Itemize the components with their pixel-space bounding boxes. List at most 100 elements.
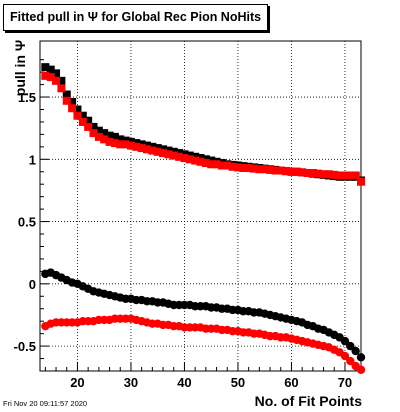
data-point-square — [217, 161, 226, 170]
x-tick-label: 70 — [338, 375, 352, 390]
data-point-square — [94, 126, 103, 135]
data-point-circle — [351, 346, 360, 356]
data-point-square — [57, 84, 66, 93]
data-point-square — [266, 165, 275, 174]
data-point-square — [308, 169, 317, 177]
x-tick-label: 50 — [231, 375, 245, 390]
data-point-square — [73, 105, 82, 114]
data-point-square — [52, 69, 61, 78]
data-point-square — [233, 163, 242, 172]
data-point-square — [335, 171, 344, 180]
data-point-square — [180, 154, 189, 163]
data-point-square — [260, 165, 269, 174]
data-point-square — [62, 90, 71, 99]
x-tick-label: 30 — [124, 375, 138, 390]
data-point-square — [89, 129, 98, 138]
x-tick-label: 40 — [177, 375, 191, 390]
data-point-square — [46, 65, 55, 74]
data-point-square — [84, 116, 93, 125]
data-point-square — [46, 73, 55, 82]
data-point-square — [148, 146, 157, 155]
data-point-square — [346, 171, 355, 180]
data-point-square — [68, 104, 77, 113]
x-tick-label: 20 — [70, 375, 84, 390]
data-point-square — [250, 164, 258, 173]
data-point-square — [276, 166, 285, 175]
data-point-square — [319, 170, 328, 179]
data-point-square — [153, 147, 162, 156]
timestamp: Fri Nov 20 09:11:57 2020 — [3, 399, 88, 408]
data-point-square — [169, 151, 178, 160]
data-point-square — [255, 165, 264, 174]
data-point-square — [324, 170, 333, 179]
data-point-square — [303, 169, 312, 177]
data-point-square — [62, 96, 71, 105]
data-point-square — [110, 139, 119, 148]
data-point-square — [116, 140, 125, 149]
data-point-square — [41, 63, 50, 72]
data-point-square — [121, 140, 130, 149]
axis-ticks — [40, 59, 357, 372]
y-tick-label: 0.5 — [18, 215, 36, 230]
tick-labels: 20 30 40 50 60 70 -0.5 0 0.5 1 1.5 — [14, 90, 353, 390]
data-point-square — [298, 168, 307, 177]
plot-frame — [39, 40, 362, 372]
data-point-square — [212, 160, 221, 169]
data-point-square — [228, 162, 237, 171]
data-point-square — [100, 135, 109, 144]
data-point-square — [340, 171, 349, 180]
data-point-square — [201, 159, 210, 168]
data-point-circle — [356, 353, 366, 362]
data-point-circle — [346, 341, 355, 351]
data-marks — [41, 63, 366, 374]
data-point-square — [159, 149, 168, 158]
data-point-square — [357, 177, 365, 186]
data-point-square — [239, 164, 248, 173]
data-point-circle — [340, 351, 350, 361]
y-tick-label: 1.5 — [18, 90, 36, 105]
data-point-square — [41, 71, 50, 80]
data-point-square — [84, 122, 93, 131]
data-point-square — [292, 167, 301, 176]
y-tick-label: -0.5 — [14, 339, 36, 354]
data-point-square — [110, 132, 119, 141]
data-point-square — [132, 142, 141, 151]
data-point-square — [143, 145, 151, 154]
data-point-square — [287, 167, 296, 176]
data-point-square — [94, 132, 103, 141]
data-point-square — [282, 167, 291, 176]
x-axis-label: No. of Fit Points — [254, 393, 362, 409]
data-point-square — [52, 76, 61, 85]
data-point-square — [191, 156, 200, 165]
data-point-square — [244, 164, 253, 173]
data-point-square — [185, 155, 194, 164]
data-point-circle — [340, 336, 350, 346]
y-tick-label: 1 — [29, 152, 36, 167]
y-tick-label: 0 — [29, 277, 36, 292]
data-point-square — [116, 135, 125, 144]
x-tick-label: 60 — [284, 375, 298, 390]
data-point-square — [57, 76, 66, 85]
data-point-square — [164, 150, 173, 159]
data-point-square — [68, 98, 77, 107]
data-point-square — [78, 117, 87, 126]
data-point-square — [207, 160, 216, 169]
data-point-square — [271, 166, 280, 175]
data-point-circle — [346, 356, 355, 366]
data-point-square — [137, 144, 146, 153]
data-point-square — [78, 111, 87, 120]
data-point-square — [105, 137, 114, 146]
data-point-square — [330, 170, 339, 179]
data-point-square — [175, 152, 184, 161]
data-point-square — [351, 171, 360, 180]
data-point-square — [126, 141, 135, 150]
data-point-square — [314, 169, 323, 178]
data-point-square — [89, 122, 98, 131]
data-point-square — [196, 157, 205, 166]
data-point-square — [223, 161, 232, 170]
chart-title: Fitted pull in Ψ for Global Rec Pion NoH… — [3, 4, 269, 31]
y-axis-label: pull in Ψ — [12, 39, 28, 97]
data-point-square — [105, 131, 114, 140]
data-point-square — [100, 129, 109, 138]
